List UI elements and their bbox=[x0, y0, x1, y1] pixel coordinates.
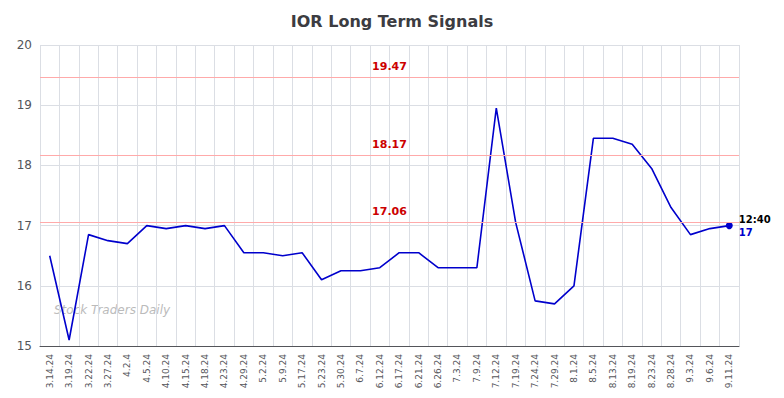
svg-text:20: 20 bbox=[17, 38, 32, 52]
svg-text:15: 15 bbox=[17, 339, 32, 353]
svg-text:8.13.24: 8.13.24 bbox=[608, 354, 618, 389]
svg-text:19: 19 bbox=[17, 98, 32, 112]
svg-text:8.19.24: 8.19.24 bbox=[627, 354, 637, 389]
svg-text:4.2.4: 4.2.4 bbox=[122, 354, 132, 377]
svg-text:16: 16 bbox=[17, 279, 32, 293]
svg-text:6.26.24: 6.26.24 bbox=[433, 354, 443, 389]
svg-text:3.19.24: 3.19.24 bbox=[64, 354, 74, 389]
svg-text:7.3.24: 7.3.24 bbox=[452, 354, 462, 383]
svg-text:7.29.24: 7.29.24 bbox=[550, 354, 560, 389]
svg-text:17: 17 bbox=[17, 219, 32, 233]
svg-text:5.23.24: 5.23.24 bbox=[317, 354, 327, 389]
svg-text:7.24.24: 7.24.24 bbox=[530, 354, 540, 389]
svg-text:5.9.24: 5.9.24 bbox=[278, 354, 288, 383]
svg-text:7.12.24: 7.12.24 bbox=[491, 354, 501, 389]
svg-text:4.10.24: 4.10.24 bbox=[161, 354, 171, 389]
svg-text:17: 17 bbox=[739, 227, 753, 238]
svg-text:6.7.24: 6.7.24 bbox=[355, 354, 365, 383]
svg-text:4.29.24: 4.29.24 bbox=[239, 354, 249, 389]
svg-text:8.28.24: 8.28.24 bbox=[666, 354, 676, 389]
svg-text:12:40: 12:40 bbox=[739, 214, 771, 225]
svg-text:6.12.24: 6.12.24 bbox=[375, 354, 385, 389]
svg-text:5.17.24: 5.17.24 bbox=[297, 354, 307, 389]
svg-text:IOR Long Term Signals: IOR Long Term Signals bbox=[291, 12, 493, 31]
svg-text:9.3.24: 9.3.24 bbox=[685, 354, 695, 383]
svg-text:4.23.24: 4.23.24 bbox=[219, 354, 229, 389]
svg-text:18.17: 18.17 bbox=[372, 138, 407, 151]
svg-text:4.18.24: 4.18.24 bbox=[200, 354, 210, 389]
svg-text:8.5.24: 8.5.24 bbox=[588, 354, 598, 383]
svg-text:5.2.24: 5.2.24 bbox=[258, 354, 268, 383]
svg-text:3.22.24: 3.22.24 bbox=[84, 354, 94, 389]
svg-text:4.15.24: 4.15.24 bbox=[181, 354, 191, 389]
svg-text:19.47: 19.47 bbox=[372, 60, 407, 73]
svg-text:3.27.24: 3.27.24 bbox=[103, 354, 113, 389]
svg-text:6.17.24: 6.17.24 bbox=[394, 354, 404, 389]
svg-text:6.21.24: 6.21.24 bbox=[414, 354, 424, 389]
svg-text:18: 18 bbox=[17, 158, 32, 172]
svg-text:5.30.24: 5.30.24 bbox=[336, 354, 346, 389]
svg-text:9.11.24: 9.11.24 bbox=[724, 354, 734, 389]
svg-text:7.19.24: 7.19.24 bbox=[511, 354, 521, 389]
svg-text:7.9.24: 7.9.24 bbox=[472, 354, 482, 383]
svg-text:17.06: 17.06 bbox=[372, 205, 407, 218]
svg-text:4.5.24: 4.5.24 bbox=[142, 354, 152, 383]
svg-text:Stock Traders Daily: Stock Traders Daily bbox=[54, 303, 171, 317]
svg-text:8.23.24: 8.23.24 bbox=[647, 354, 657, 389]
svg-text:8.1.24: 8.1.24 bbox=[569, 354, 579, 383]
svg-text:9.6.24: 9.6.24 bbox=[705, 354, 715, 383]
svg-text:3.14.24: 3.14.24 bbox=[45, 354, 55, 389]
